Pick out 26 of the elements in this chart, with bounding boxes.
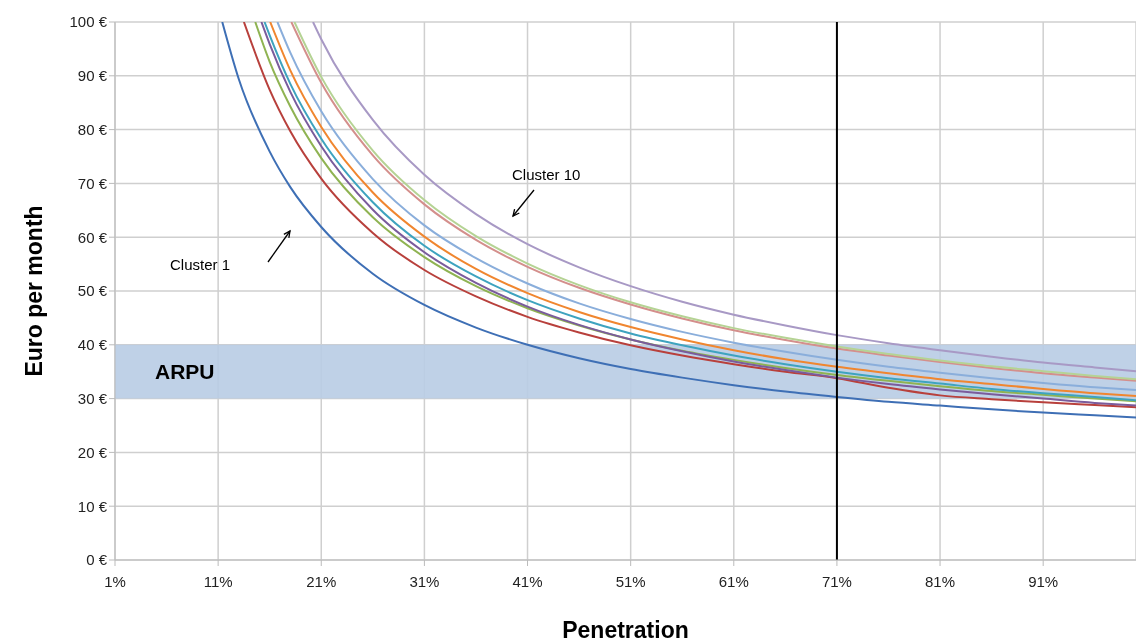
- y-tick-label: 40 €: [77, 336, 108, 354]
- y-tick-label: 50 €: [77, 282, 108, 300]
- x-tick-label: 91%: [1028, 572, 1059, 590]
- y-tick-label: 0 €: [86, 551, 108, 569]
- y-tick-label: 90 €: [77, 67, 108, 85]
- x-tick-label: 31%: [409, 572, 440, 590]
- y-axis-title: Euro per month: [20, 205, 47, 377]
- y-tick-label: 100 €: [69, 13, 108, 31]
- x-tick-label: 81%: [925, 572, 956, 590]
- y-tick-label: 60 €: [77, 228, 108, 246]
- x-tick-label: 41%: [512, 572, 543, 590]
- annotation: Cluster 10: [512, 165, 581, 183]
- band-label: ARPU: [155, 360, 215, 384]
- y-tick-label: 30 €: [77, 389, 108, 407]
- x-tick-label: 51%: [615, 572, 646, 590]
- x-tick-label: 21%: [306, 572, 337, 590]
- y-tick-label: 80 €: [77, 120, 108, 138]
- y-tick-label: 20 €: [77, 443, 108, 461]
- x-tick-label: 1%: [104, 572, 126, 590]
- annotation: Cluster 1: [170, 255, 231, 273]
- x-axis-title: Penetration: [562, 617, 689, 642]
- x-tick-label: 61%: [718, 572, 749, 590]
- x-tick-label: 71%: [821, 572, 852, 590]
- x-tick-label: 11%: [203, 572, 233, 590]
- y-tick-label: 10 €: [77, 497, 108, 515]
- y-tick-label: 70 €: [77, 174, 108, 192]
